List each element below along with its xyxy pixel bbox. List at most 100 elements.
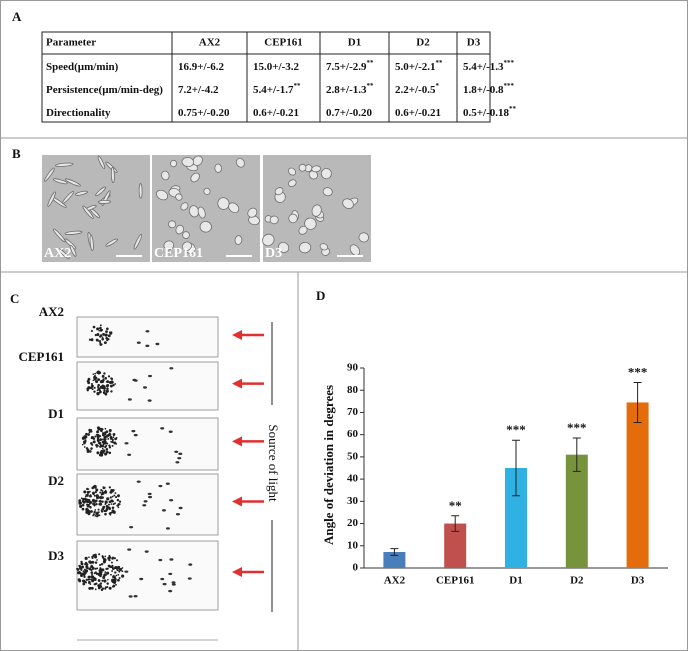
slug (81, 579, 86, 583)
slug (97, 383, 100, 387)
slug (85, 578, 89, 582)
cell (95, 186, 106, 197)
slug (111, 581, 114, 584)
slug (103, 486, 106, 490)
slug (98, 453, 102, 457)
cell (74, 190, 88, 196)
slug (96, 567, 99, 570)
x-tick-label: CEP161 (436, 575, 475, 587)
slug (96, 435, 100, 439)
slug (97, 387, 101, 391)
slug (107, 334, 111, 338)
slug (95, 380, 99, 384)
slug (88, 450, 92, 453)
slug (106, 571, 110, 575)
bar (383, 552, 406, 568)
slug (109, 513, 112, 516)
slug (145, 344, 150, 348)
table-header: CEP161 (264, 37, 303, 49)
slug (100, 328, 104, 331)
slug (127, 548, 132, 551)
slug (165, 482, 170, 485)
slug (85, 433, 88, 436)
slug (117, 573, 120, 576)
slug (79, 566, 83, 570)
slug (103, 441, 107, 445)
slug (104, 427, 107, 430)
slug (103, 490, 108, 494)
slug (103, 386, 106, 388)
bar (444, 523, 467, 568)
slug (98, 329, 101, 332)
slug (106, 442, 109, 445)
slug (87, 575, 91, 579)
x-tick-label: AX2 (384, 575, 406, 587)
cell (47, 191, 56, 207)
slug (85, 499, 88, 503)
slug (136, 480, 141, 483)
slug (107, 437, 110, 440)
cell (217, 197, 230, 210)
slug (111, 509, 115, 514)
slug (117, 494, 120, 498)
cell (234, 235, 243, 245)
cell (163, 240, 175, 251)
slug (111, 578, 115, 583)
cell-text: 2.2+/-0.5 (395, 84, 436, 96)
slug (95, 503, 98, 506)
slug (98, 586, 100, 589)
slug (80, 562, 84, 566)
cell (320, 168, 332, 180)
slug (169, 558, 174, 561)
slug (89, 566, 92, 569)
cell (319, 243, 329, 251)
slug (102, 332, 105, 336)
slug (86, 450, 90, 454)
slug (115, 574, 118, 577)
slug (106, 387, 109, 390)
significance: *** (504, 59, 515, 67)
slug (111, 565, 114, 568)
slug (96, 370, 101, 374)
panel-label: C (10, 291, 19, 306)
significance: ** (449, 498, 462, 513)
slug (96, 430, 99, 434)
slug (110, 489, 114, 493)
cell (64, 230, 83, 235)
slug (121, 574, 125, 578)
x-tick-label: D2 (570, 575, 584, 587)
slug (101, 496, 104, 499)
slug (116, 566, 120, 570)
slug (82, 497, 85, 501)
slug (108, 446, 112, 449)
slug (111, 444, 114, 447)
slug (117, 504, 120, 507)
slug (91, 498, 95, 502)
slug (76, 568, 79, 571)
error-bar (451, 515, 460, 532)
slug (91, 573, 93, 576)
slug (83, 446, 86, 448)
slug (84, 561, 88, 565)
slug (117, 578, 120, 582)
slug (101, 336, 104, 339)
slug (114, 565, 118, 570)
slug (92, 440, 96, 444)
slug (104, 503, 107, 505)
slug (111, 567, 115, 570)
table-header: D2 (416, 37, 430, 49)
slug (102, 378, 105, 381)
slug (101, 433, 105, 437)
slug (96, 559, 98, 561)
slug (85, 494, 88, 496)
slug (114, 492, 117, 494)
table-header: AX2 (199, 37, 221, 49)
slug (115, 443, 118, 445)
slug (107, 375, 111, 378)
slug (106, 334, 108, 336)
significance: ** (367, 82, 375, 90)
slug (111, 561, 113, 564)
row-label: D2 (48, 473, 64, 488)
image-label: CEP161 (154, 246, 203, 261)
slug (169, 367, 174, 370)
